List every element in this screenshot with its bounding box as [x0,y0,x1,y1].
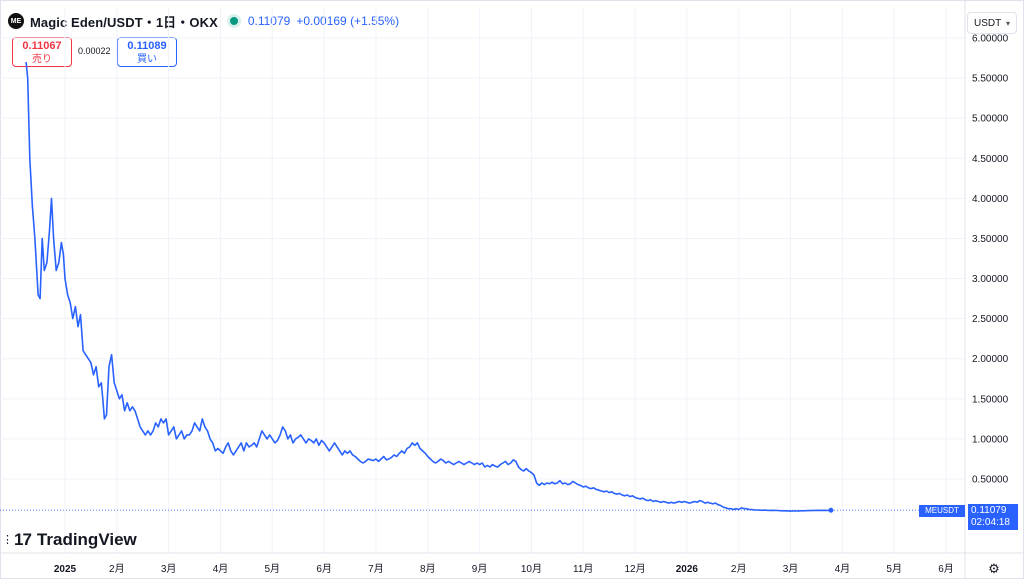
y-tick-label: 4.00000 [972,194,1009,205]
x-tick-label: 10月 [521,563,542,575]
x-tick-label: 6月 [316,563,332,575]
spread-value: 0.00022 [78,46,111,56]
x-tick-label: 5月 [886,563,902,575]
currency-unit-select[interactable]: USDT ▾ [967,12,1017,34]
last-price-label: 0.11079 02:04:18 [968,504,1018,530]
y-tick-label: 2.50000 [972,314,1009,325]
y-tick-label: 5.00000 [972,114,1009,125]
x-tick-label: 2月 [109,563,125,575]
sell-price: 0.11067 [22,40,62,52]
last-price-value: 0.11079 [971,505,1007,516]
x-tick-label: 2025 [54,564,77,575]
x-tick-label: 8月 [420,563,436,575]
y-tick-label: 1.50000 [972,394,1009,405]
x-tick-label: 4月 [835,563,851,575]
x-tick-label: 5月 [265,563,281,575]
sell-button[interactable]: 0.11067 売り [12,37,72,67]
chevron-down-icon: ▾ [1005,18,1010,28]
last-price: 0.11079 [247,14,291,28]
y-tick-label: 1.00000 [972,434,1009,445]
tradingview-mark-icon: 17 [14,530,32,549]
price-series-line [25,62,832,512]
tradingview-wordmark: TradingView [36,530,137,549]
buy-button[interactable]: 0.11089 買い [117,37,177,67]
x-tick-label: 9月 [472,563,488,575]
buy-label: 買い [137,54,157,65]
x-tick-label: 11月 [573,563,593,575]
last-price-marker [828,507,834,513]
price-change: +0.00169 (+1.55%) [296,14,400,28]
buy-price: 0.11089 [127,40,167,52]
symbol-title[interactable]: Magic Eden/USDT・1日・OKX [30,14,218,30]
settings-gear-icon[interactable]: ⚙ [988,561,1000,576]
y-tick-label: 3.50000 [972,234,1009,245]
x-tick-label: 7月 [368,563,384,575]
bar-countdown: 02:04:18 [971,517,1010,528]
y-tick-label: 3.00000 [972,274,1009,285]
magic-eden-logo-icon: ME [8,13,24,29]
x-tick-label: 3月 [783,563,799,575]
market-open-dot-icon [229,17,238,25]
x-tick-label: 3月 [161,563,177,575]
x-tick-label: 4月 [213,563,229,575]
y-tick-label: 5.50000 [972,74,1009,85]
x-tick-label: 6月 [938,563,954,575]
currency-unit-value: USDT [974,17,1002,29]
y-tick-label: 4.50000 [972,154,1009,165]
x-tick-label: 2026 [676,564,699,575]
chart-handle-icon[interactable]: ⋮ [2,534,13,546]
y-tick-label: 6.00000 [972,34,1009,45]
y-tick-label: 0.50000 [972,475,1009,486]
y-tick-label: 2.00000 [972,354,1009,365]
symbol-price-label: MEUSDT [919,505,965,517]
x-tick-label: 12月 [624,563,645,575]
x-tick-label: 2月 [731,563,747,575]
tradingview-logo[interactable]: 17 TradingView [14,530,137,550]
sell-label: 売り [32,54,52,65]
symbol-header: ME Magic Eden/USDT・1日・OKX 0.11079 +0.001… [8,8,399,34]
